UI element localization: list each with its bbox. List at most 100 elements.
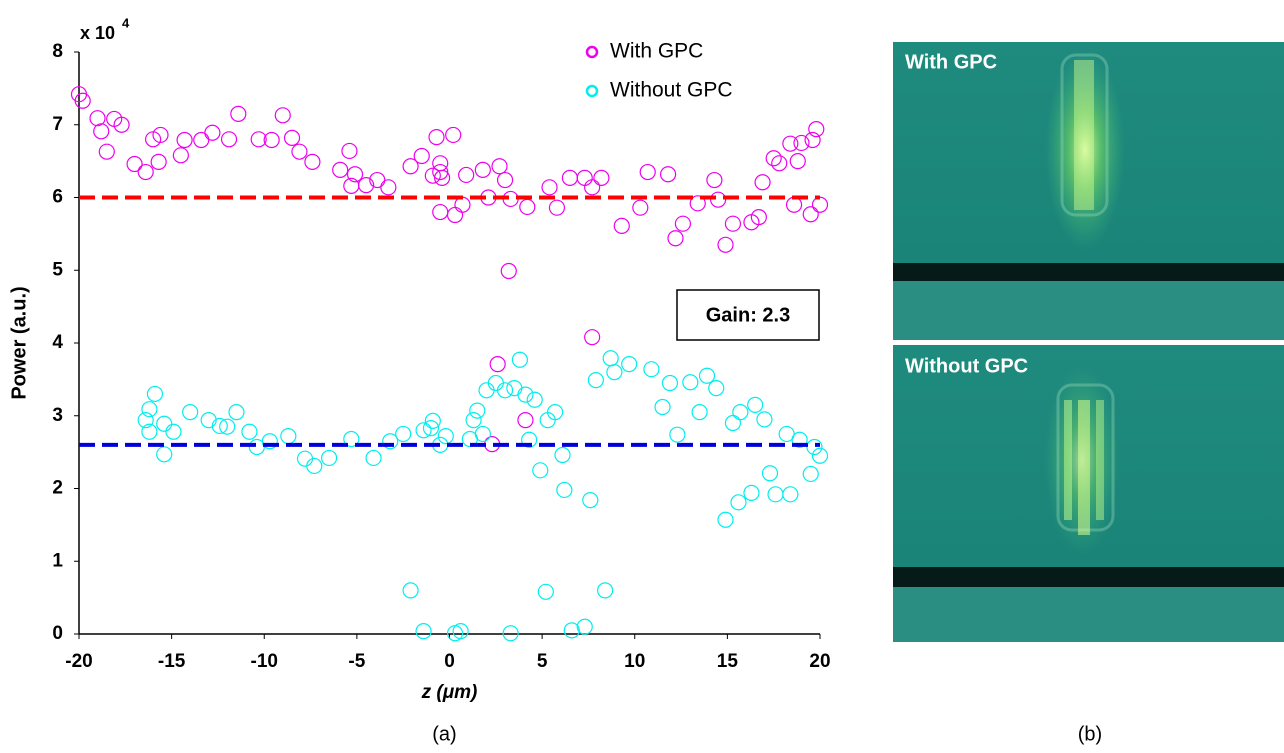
point <box>250 131 267 148</box>
y-tick-label: 4 <box>52 332 63 353</box>
point <box>474 425 491 443</box>
point <box>454 196 471 213</box>
point <box>556 481 573 499</box>
photo-caption: With GPC <box>905 51 997 73</box>
point <box>261 433 278 450</box>
point <box>487 374 504 392</box>
point <box>582 492 599 509</box>
x-tick-label: 15 <box>717 651 739 672</box>
point <box>511 351 528 368</box>
point <box>691 404 708 421</box>
point <box>782 486 799 503</box>
point <box>150 153 167 170</box>
point <box>446 206 464 224</box>
point <box>532 462 549 479</box>
point <box>465 412 482 429</box>
y-axis-label: Power (a.u.) <box>8 286 30 399</box>
point <box>517 412 534 429</box>
point <box>791 431 808 448</box>
point <box>291 143 308 160</box>
point <box>141 401 158 418</box>
point <box>320 449 338 467</box>
point <box>137 163 154 181</box>
point <box>458 166 475 184</box>
x-tick-label: 20 <box>809 651 830 672</box>
point <box>502 625 519 642</box>
y-tick-label: 7 <box>52 114 63 135</box>
point <box>332 161 349 178</box>
point <box>789 153 806 170</box>
point <box>402 582 419 599</box>
point <box>576 618 593 635</box>
point <box>717 236 734 253</box>
point <box>771 155 788 172</box>
point <box>341 142 358 160</box>
legend-marker <box>585 45 599 59</box>
point <box>526 391 543 408</box>
x-tick-label: -5 <box>348 651 365 672</box>
point <box>537 583 554 600</box>
point <box>156 446 173 463</box>
point <box>563 622 580 639</box>
point <box>98 143 115 160</box>
x-tick-label: -15 <box>158 651 186 672</box>
x-tick-label: 5 <box>537 651 548 672</box>
point <box>593 169 610 186</box>
point <box>89 110 106 127</box>
point <box>811 196 829 213</box>
annotation-box <box>676 289 820 341</box>
y-tick-label: 8 <box>52 41 63 62</box>
point <box>141 423 158 440</box>
point <box>804 131 821 149</box>
point <box>424 412 441 429</box>
point <box>437 428 454 445</box>
point <box>546 404 564 421</box>
point <box>395 425 412 443</box>
point <box>782 135 799 152</box>
point <box>750 209 767 226</box>
point <box>496 171 514 189</box>
point <box>500 262 517 280</box>
point <box>765 150 782 167</box>
point <box>717 511 734 528</box>
point <box>541 179 558 196</box>
x-tick-label: -10 <box>251 651 278 672</box>
point <box>554 446 571 464</box>
point <box>587 372 604 389</box>
point <box>230 105 247 122</box>
y-tick-label: 5 <box>52 259 63 280</box>
y-tick-label: 0 <box>52 623 63 644</box>
point <box>756 411 773 428</box>
x-tick-label: 0 <box>444 651 455 672</box>
point <box>382 433 399 450</box>
point <box>156 415 173 432</box>
point <box>613 217 630 234</box>
point <box>228 404 245 421</box>
point <box>478 382 495 399</box>
point <box>808 121 825 138</box>
point <box>193 131 210 149</box>
point <box>669 426 686 443</box>
point <box>424 167 441 184</box>
point <box>584 179 601 196</box>
point <box>113 116 130 133</box>
point <box>576 169 593 186</box>
point <box>365 449 382 467</box>
point <box>274 107 291 124</box>
point <box>182 404 199 421</box>
point <box>761 465 779 482</box>
point <box>710 191 727 208</box>
x-axis-label: z (μm) <box>421 682 478 703</box>
point <box>732 404 749 421</box>
point <box>474 161 491 178</box>
y-tick-label: 6 <box>52 187 63 208</box>
legend-marker <box>585 84 599 98</box>
point <box>304 153 321 170</box>
point <box>682 374 699 391</box>
point <box>698 367 716 384</box>
point <box>469 402 486 419</box>
point <box>743 484 760 501</box>
point <box>283 129 301 146</box>
point <box>126 155 143 173</box>
point <box>211 417 228 435</box>
